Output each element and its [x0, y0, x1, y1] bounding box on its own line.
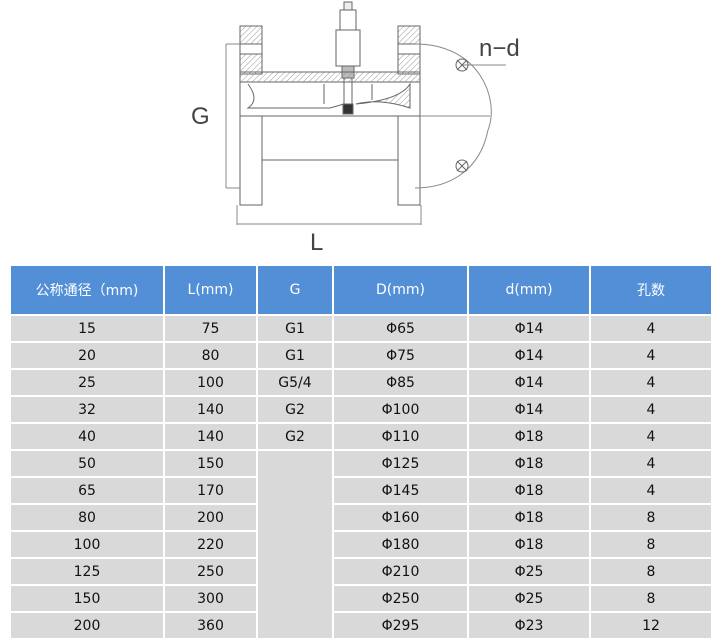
table-cell: Φ23: [468, 612, 591, 640]
table-cell: 4: [590, 342, 711, 370]
table-cell: Φ75: [333, 342, 469, 370]
right-flange: [397, 25, 421, 206]
table-cell: 150: [164, 450, 258, 478]
body: [239, 71, 421, 161]
table-cell: Φ14: [468, 369, 591, 397]
table-cell: [257, 450, 334, 640]
table-cell: 360: [164, 612, 258, 640]
table-cell: 4: [590, 450, 711, 478]
table-cell: 125: [11, 558, 165, 586]
table-header: 公称通径（mm) L(mm) G D(mm) d(mm) 孔数: [11, 266, 711, 316]
table-row: 80 200 Φ160 Φ18 8: [11, 504, 711, 532]
table-cell: Φ110: [333, 423, 469, 451]
table-cell: Φ125: [333, 450, 469, 478]
table-row: 125 250 Φ210 Φ25 8: [11, 558, 711, 586]
table-cell: 8: [590, 585, 711, 613]
table-cell: 4: [590, 396, 711, 424]
table-cell: 15: [11, 315, 165, 343]
table-cell: Φ65: [333, 315, 469, 343]
table-cell: G2: [257, 423, 334, 451]
table-cell: G5/4: [257, 369, 334, 397]
column-header: d(mm): [468, 266, 591, 316]
table-cell: 80: [11, 504, 165, 532]
table-cell: 300: [164, 585, 258, 613]
table-cell: Φ250: [333, 585, 469, 613]
table-cell: 140: [164, 423, 258, 451]
table-row: 200 360 Φ295 Φ23 12: [11, 612, 711, 640]
dimension-lines: [225, 43, 506, 225]
table-cell: G2: [257, 396, 334, 424]
table-cell: 25: [11, 369, 165, 397]
table-cell: Φ14: [468, 315, 591, 343]
table-cell: Φ100: [333, 396, 469, 424]
table-cell: Φ25: [468, 585, 591, 613]
table-cell: 170: [164, 477, 258, 505]
flowmeter-dimension-drawing: G L n−d: [191, 1, 520, 256]
table-cell: 8: [590, 558, 711, 586]
table-cell: 12: [590, 612, 711, 640]
table-cell: 8: [590, 504, 711, 532]
table-cell: 4: [590, 423, 711, 451]
table-cell: Φ14: [468, 342, 591, 370]
table-cell: Φ18: [468, 504, 591, 532]
table-cell: 140: [164, 396, 258, 424]
table-cell: Φ160: [333, 504, 469, 532]
column-header: G: [257, 266, 334, 316]
table-row: 25 100 G5/4 Φ85 Φ14 4: [11, 369, 711, 397]
table-cell: 200: [164, 504, 258, 532]
label-g: G: [191, 103, 210, 130]
table-cell: 40: [11, 423, 165, 451]
column-header: 公称通径（mm): [11, 266, 165, 316]
column-header: 孔数: [590, 266, 711, 316]
table-cell: Φ18: [468, 450, 591, 478]
table-cell: 32: [11, 396, 165, 424]
table-cell: Φ210: [333, 558, 469, 586]
table-cell: Φ145: [333, 477, 469, 505]
table-row: 100 220 Φ180 Φ18 8: [11, 531, 711, 559]
table-cell: 8: [590, 531, 711, 559]
table-cell: 100: [11, 531, 165, 559]
label-l: L: [310, 229, 323, 256]
table-cell: 75: [164, 315, 258, 343]
spec-table: 公称通径（mm) L(mm) G D(mm) d(mm) 孔数 15 75 G1 Φ65 Φ14 4…: [11, 266, 711, 640]
table-cell: 4: [590, 315, 711, 343]
table-row: 150 300 Φ250 Φ25 8: [11, 585, 711, 613]
table-cell: 50: [11, 450, 165, 478]
table-cell: 250: [164, 558, 258, 586]
table-cell: 80: [164, 342, 258, 370]
table-row: 65 170 Φ145 Φ18 4: [11, 477, 711, 505]
column-header: D(mm): [333, 266, 469, 316]
table-row: 40 140 G2 Φ110 Φ18 4: [11, 423, 711, 451]
table-row: 15 75 G1 Φ65 Φ14 4: [11, 315, 711, 343]
table-cell: Φ85: [333, 369, 469, 397]
table-cell: Φ14: [468, 396, 591, 424]
table-cell: Φ18: [468, 477, 591, 505]
table-row: 50 150 Φ125 Φ18 4: [11, 450, 711, 640]
label-n-d: n−d: [479, 35, 520, 62]
column-header: L(mm): [164, 266, 258, 316]
table-cell: 200: [11, 612, 165, 640]
table-cell: G1: [257, 342, 334, 370]
sensor-stem: [335, 1, 361, 115]
table-cell: Φ295: [333, 612, 469, 640]
table-cell: 20: [11, 342, 165, 370]
table-row: 32 140 G2 Φ100 Φ14 4: [11, 396, 711, 424]
table-cell: Φ18: [468, 423, 591, 451]
bolt-hole-icons: [455, 58, 469, 173]
table-row: 20 80 G1 Φ75 Φ14 4: [11, 342, 711, 370]
left-flange: [239, 25, 263, 206]
table-cell: 100: [164, 369, 258, 397]
table-cell: 220: [164, 531, 258, 559]
table-cell: 65: [11, 477, 165, 505]
table-cell: Φ180: [333, 531, 469, 559]
table-cell: 4: [590, 369, 711, 397]
table-cell: Φ25: [468, 558, 591, 586]
table-cell: G1: [257, 315, 334, 343]
table-cell: Φ18: [468, 531, 591, 559]
table-cell: 4: [590, 477, 711, 505]
table-cell: 150: [11, 585, 165, 613]
